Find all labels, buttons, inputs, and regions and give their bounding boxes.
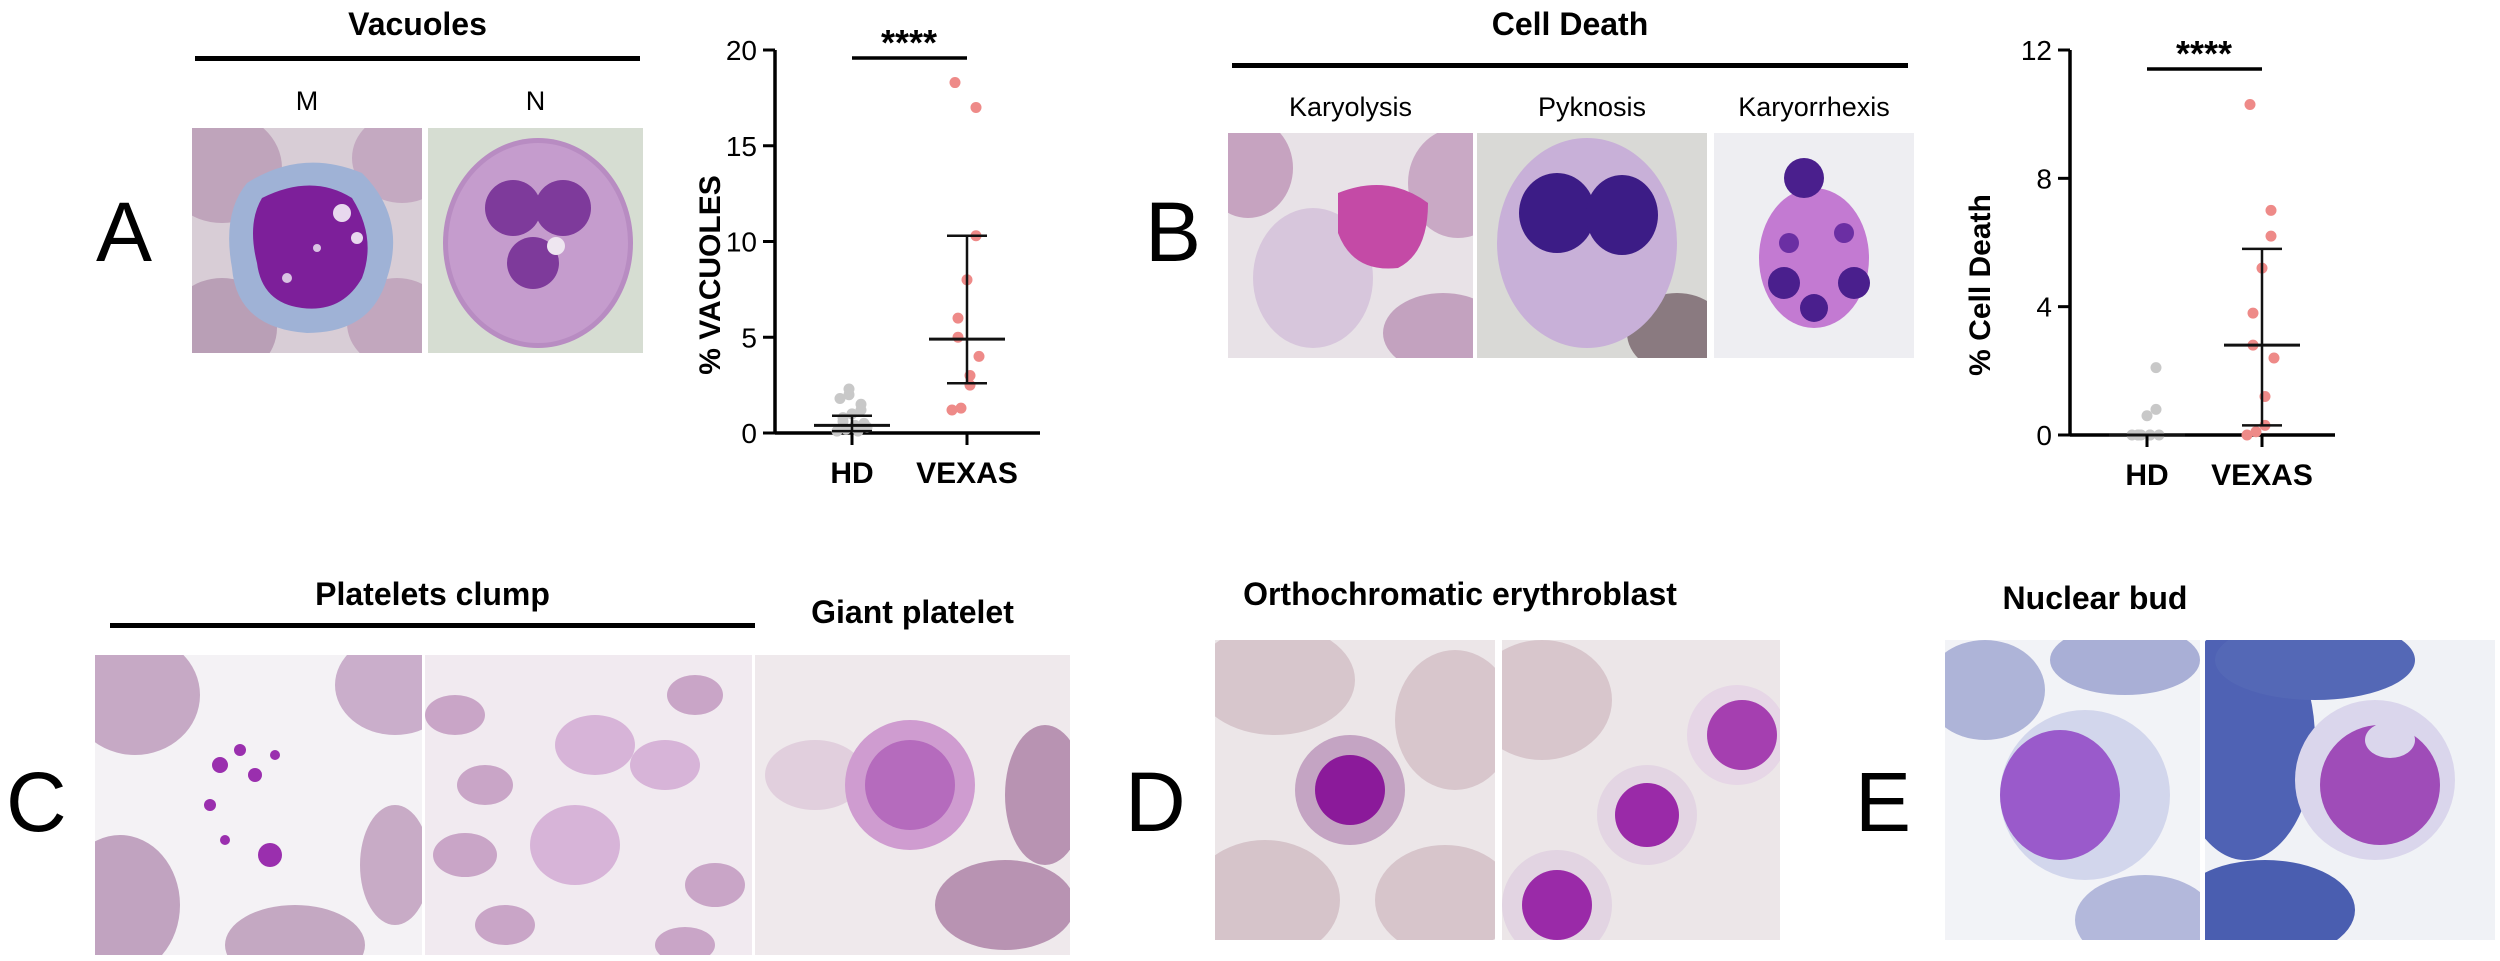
panel-a-label-m: M	[295, 86, 319, 116]
micrograph-karyorrhexis	[1714, 133, 1914, 358]
micrograph-giant-platelet	[755, 655, 1070, 955]
chart-vacuoles-y-tick-label: 20	[726, 35, 757, 66]
chart-vacuoles: % VACUOLES 0 5 10 15 20 HD VEXAS ****	[694, 25, 1040, 490]
chart-cell-death-y-tick-label: 4	[2036, 292, 2052, 323]
chart-cell-death: % Cell Death 0 4 8 12 HD VEXAS ****	[1964, 33, 2335, 492]
chart-vacuoles-y-tick-label: 5	[741, 322, 757, 353]
chart-vacuoles-y-tick-label: 15	[726, 131, 757, 162]
chart-vacuoles-significance: ****	[881, 25, 937, 63]
panel-b-label-pyknosis: Pyknosis	[1537, 92, 1647, 122]
chart-vacuoles-data-point	[952, 312, 964, 324]
micrograph-nuclear-bud-1	[1945, 640, 2200, 940]
chart-cell-death-ylabel: % Cell Death	[1964, 194, 1997, 376]
chart-vacuoles-ylabel: % VACUOLES	[694, 175, 727, 374]
chart-vacuoles-data-point	[949, 77, 961, 89]
panel-b-title: Cell Death	[1491, 6, 1649, 42]
chart-vacuoles-y-tick-label: 10	[726, 227, 757, 258]
micrograph-platelet-clump-2	[425, 655, 752, 955]
panel-e-title: Nuclear bud	[2002, 580, 2188, 616]
micrograph-erythroblast-2	[1502, 640, 1780, 940]
chart-vacuoles-y-tick-label: 0	[741, 418, 757, 449]
chart-cell-death-data-point	[2141, 410, 2153, 422]
panel-a-title-rule	[195, 56, 640, 61]
panel-letter-b: B	[1145, 185, 1202, 279]
chart-vacuoles-data-point	[955, 402, 967, 414]
chart-vacuoles-data-point	[973, 350, 985, 362]
chart-cell-death-category-label: VEXAS	[2211, 459, 2313, 492]
chart-vacuoles-data-point	[970, 101, 982, 113]
chart-cell-death-data-point	[2268, 352, 2280, 364]
micrograph-erythroblast-1	[1215, 640, 1495, 940]
panel-c-title: Platelets clump	[315, 576, 550, 612]
panel-d-title: Orthochromatic erythroblast	[1243, 576, 1677, 612]
panel-b-label-karyolysis: Karyolysis	[1288, 92, 1413, 122]
micrograph-karyolysis	[1228, 133, 1473, 358]
micrograph-vacuole-monocyte	[192, 128, 422, 353]
chart-vacuoles-category-label: HD	[830, 457, 873, 490]
micrograph-pyknosis	[1477, 133, 1707, 358]
chart-vacuoles-category-label: VEXAS	[916, 457, 1018, 490]
chart-cell-death-significance: ****	[2176, 33, 2232, 74]
chart-cell-death-data-point	[2244, 99, 2256, 111]
panel-letter-a: A	[96, 185, 153, 279]
micrograph-nuclear-bud-2	[2205, 640, 2495, 940]
chart-cell-death-data-point	[2241, 429, 2253, 441]
chart-cell-death-y-tick-label: 12	[2021, 35, 2052, 66]
chart-cell-death-data-point	[2150, 403, 2162, 415]
panel-a-title: Vacuoles	[348, 6, 487, 42]
chart-cell-death-data-point	[2265, 204, 2277, 216]
chart-cell-death-data-point	[2247, 307, 2259, 319]
chart-cell-death-data-point	[2265, 230, 2277, 242]
micrograph-platelet-clump-1	[95, 655, 422, 955]
panel-letter-c: C	[6, 755, 67, 849]
chart-cell-death-category-label: HD	[2125, 459, 2168, 492]
chart-cell-death-data-point	[2150, 362, 2162, 374]
chart-vacuoles-data-point	[843, 383, 855, 395]
micrograph-vacuole-neutrophil	[428, 128, 643, 353]
panel-b-title-rule	[1232, 63, 1908, 68]
panel-c-title-giant-platelet: Giant platelet	[811, 594, 1014, 630]
chart-vacuoles-data-point	[855, 398, 867, 410]
panel-a-label-n: N	[525, 86, 546, 116]
chart-vacuoles-data-point	[946, 404, 958, 416]
chart-cell-death-y-tick-label: 0	[2036, 420, 2052, 451]
panel-b-label-karyorrhexis: Karyorrhexis	[1738, 92, 1890, 122]
panel-letter-e: E	[1855, 755, 1912, 849]
chart-cell-death-data-point	[2250, 426, 2262, 438]
chart-vacuoles-data-point	[952, 331, 964, 343]
panel-c-title-rule	[110, 623, 755, 628]
chart-vacuoles-data-point	[834, 393, 846, 405]
panel-letter-d: D	[1125, 755, 1186, 849]
chart-cell-death-y-tick-label: 8	[2036, 163, 2052, 194]
